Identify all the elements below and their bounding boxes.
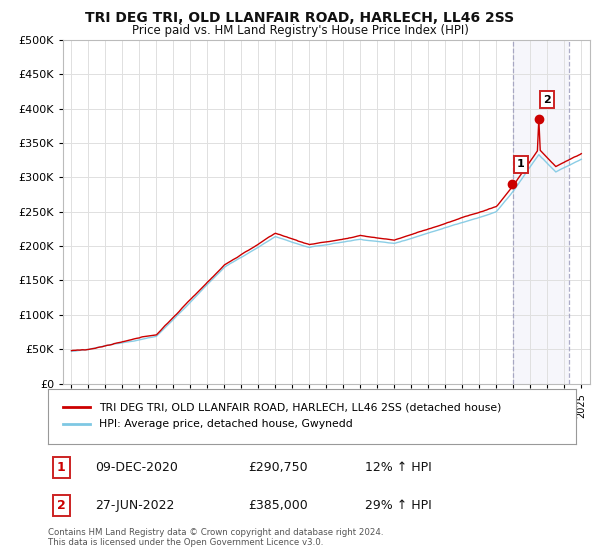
Text: 29% ↑ HPI: 29% ↑ HPI bbox=[365, 500, 431, 512]
Text: 09-DEC-2020: 09-DEC-2020 bbox=[95, 461, 178, 474]
Legend: TRI DEG TRI, OLD LLANFAIR ROAD, HARLECH, LL46 2SS (detached house), HPI: Average: TRI DEG TRI, OLD LLANFAIR ROAD, HARLECH,… bbox=[59, 399, 505, 433]
Text: Contains HM Land Registry data © Crown copyright and database right 2024.
This d: Contains HM Land Registry data © Crown c… bbox=[48, 528, 383, 547]
Text: Price paid vs. HM Land Registry's House Price Index (HPI): Price paid vs. HM Land Registry's House … bbox=[131, 24, 469, 36]
Text: £385,000: £385,000 bbox=[248, 500, 308, 512]
Text: 12% ↑ HPI: 12% ↑ HPI bbox=[365, 461, 431, 474]
Text: 2: 2 bbox=[57, 500, 65, 512]
Text: 27-JUN-2022: 27-JUN-2022 bbox=[95, 500, 175, 512]
Bar bbox=[514, 40, 569, 384]
Text: TRI DEG TRI, OLD LLANFAIR ROAD, HARLECH, LL46 2SS: TRI DEG TRI, OLD LLANFAIR ROAD, HARLECH,… bbox=[85, 11, 515, 25]
Text: £290,750: £290,750 bbox=[248, 461, 308, 474]
Text: 2: 2 bbox=[543, 95, 551, 105]
Text: 1: 1 bbox=[517, 160, 524, 170]
Text: 1: 1 bbox=[57, 461, 65, 474]
